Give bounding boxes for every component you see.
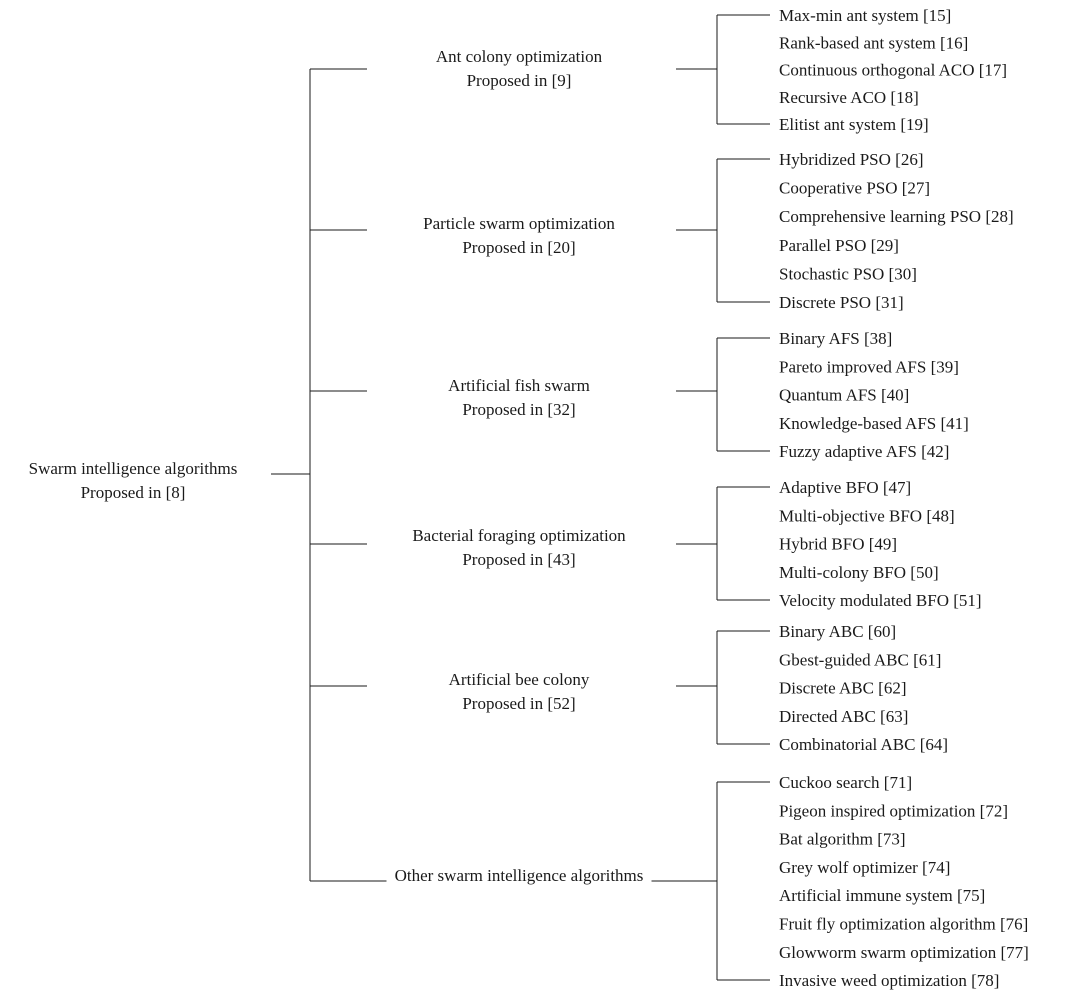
group-3-item: Hybrid BFO [49] xyxy=(779,535,897,554)
group-0-item: Max-min ant system [15] xyxy=(779,6,951,25)
group-5-item: Invasive weed optimization [78] xyxy=(779,971,999,990)
group-2-item: Knowledge-based AFS [41] xyxy=(779,414,969,433)
group-1-item: Discrete PSO [31] xyxy=(779,293,904,312)
group-5-title: Other swarm intelligence algorithms xyxy=(395,866,644,885)
group-0-item: Elitist ant system [19] xyxy=(779,115,929,134)
group-5-item: Bat algorithm [73] xyxy=(779,830,906,849)
group-3-item: Velocity modulated BFO [51] xyxy=(779,591,982,610)
group-1-item: Comprehensive learning PSO [28] xyxy=(779,207,1014,226)
group-2-item: Quantum AFS [40] xyxy=(779,386,909,405)
group-3-title: Bacterial foraging optimization xyxy=(412,526,626,545)
group-3-item: Multi-objective BFO [48] xyxy=(779,506,955,525)
group-2-item: Binary AFS [38] xyxy=(779,329,892,348)
group-5-item: Glowworm swarm optimization [77] xyxy=(779,943,1029,962)
group-4: Artificial bee colony Proposed in [52] Bin… xyxy=(310,622,948,754)
root-title: Swarm intelligence algorithms xyxy=(29,459,238,478)
group-2: Artificial fish swarm Proposed in [32] Bin… xyxy=(310,329,969,461)
group-0-item: Continuous orthogonal ACO [17] xyxy=(779,61,1007,80)
group-1-item: Parallel PSO [29] xyxy=(779,236,899,255)
group-3: Bacterial foraging optimization Proposed … xyxy=(310,478,982,610)
group-1-subtitle: Proposed in [20] xyxy=(462,238,575,257)
group-3-item: Multi-colony BFO [50] xyxy=(779,563,939,582)
group-1-title: Particle swarm optimization xyxy=(423,214,615,233)
group-4-subtitle: Proposed in [52] xyxy=(462,694,575,713)
group-0-item: Recursive ACO [18] xyxy=(779,88,919,107)
group-0-title: Ant colony optimization xyxy=(436,47,603,66)
group-4-item: Binary ABC [60] xyxy=(779,622,896,641)
group-4-item: Discrete ABC [62] xyxy=(779,679,906,698)
groups-layer: Ant colony optimization Proposed in [9] Ma… xyxy=(310,6,1029,990)
group-5-item: Artificial immune system [75] xyxy=(779,886,985,905)
group-4-item: Directed ABC [63] xyxy=(779,707,908,726)
group-5-item: Pigeon inspired optimization [72] xyxy=(779,801,1008,820)
root-subtitle: Proposed in [8] xyxy=(81,483,186,502)
group-5-item: Grey wolf optimizer [74] xyxy=(779,858,950,877)
group-0-subtitle: Proposed in [9] xyxy=(467,71,572,90)
group-3-subtitle: Proposed in [43] xyxy=(462,550,575,569)
group-1-item: Hybridized PSO [26] xyxy=(779,150,923,169)
group-2-title: Artificial fish swarm xyxy=(448,376,590,395)
group-1-item: Cooperative PSO [27] xyxy=(779,179,930,198)
group-4-title: Artificial bee colony xyxy=(449,670,590,689)
group-4-item: Combinatorial ABC [64] xyxy=(779,735,948,754)
root-node: Swarm intelligence algorithms Proposed i… xyxy=(29,459,238,502)
group-1: Particle swarm optimization Proposed in [… xyxy=(310,150,1014,312)
group-5-item: Fruit fly optimization algorithm [76] xyxy=(779,915,1028,934)
group-3-item: Adaptive BFO [47] xyxy=(779,478,911,497)
group-2-item: Pareto improved AFS [39] xyxy=(779,357,959,376)
group-5: Other swarm intelligence algorithms Cucko… xyxy=(310,773,1029,990)
group-2-item: Fuzzy adaptive AFS [42] xyxy=(779,442,949,461)
group-1-item: Stochastic PSO [30] xyxy=(779,264,917,283)
group-2-subtitle: Proposed in [32] xyxy=(462,400,575,419)
group-0: Ant colony optimization Proposed in [9] Ma… xyxy=(310,6,1007,134)
group-4-item: Gbest-guided ABC [61] xyxy=(779,650,941,669)
group-5-item: Cuckoo search [71] xyxy=(779,773,912,792)
group-0-item: Rank-based ant system [16] xyxy=(779,33,968,52)
